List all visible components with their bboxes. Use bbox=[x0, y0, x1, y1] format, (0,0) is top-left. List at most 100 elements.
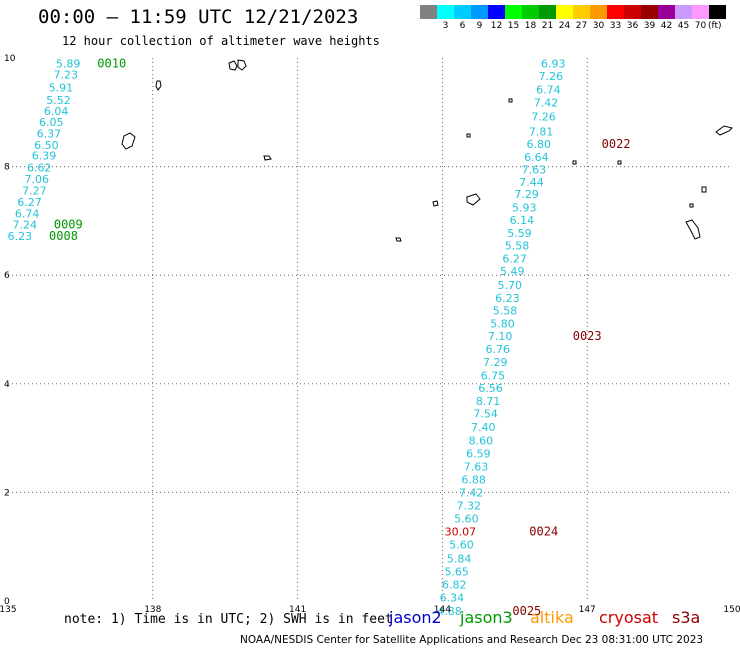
color-scale-swatch bbox=[641, 5, 658, 19]
lon-tick-label: 135 bbox=[0, 605, 17, 615]
island-outline bbox=[395, 237, 402, 242]
pass-time-label: 0010 bbox=[97, 56, 126, 70]
island-outline bbox=[508, 98, 513, 103]
color-scale-label: 70 bbox=[694, 21, 707, 31]
swh-value: 5.91 bbox=[49, 81, 74, 94]
swh-value: 6.39 bbox=[32, 150, 57, 163]
swh-value: 5.58 bbox=[493, 304, 518, 317]
color-scale-swatch bbox=[420, 5, 437, 19]
color-scale-label: 24 bbox=[558, 21, 571, 31]
color-scale-swatch bbox=[709, 5, 726, 19]
swh-value: 7.44 bbox=[519, 176, 544, 189]
island-outline bbox=[237, 59, 247, 71]
swh-value: 7.81 bbox=[529, 125, 554, 138]
island-outline bbox=[121, 132, 136, 150]
swh-value: 6.82 bbox=[442, 579, 467, 592]
satellite-legend-jason2: jason2 bbox=[389, 608, 442, 627]
swh-value: 6.23 bbox=[8, 230, 33, 243]
satellite-legend-s3a: s3a bbox=[672, 608, 701, 627]
color-scale-label: 42 bbox=[660, 21, 673, 31]
swh-value: 7.10 bbox=[488, 330, 513, 343]
swh-value: 5.89 bbox=[56, 57, 81, 70]
island-outline bbox=[701, 186, 707, 193]
swh-value: 7.40 bbox=[471, 421, 496, 434]
color-scale-swatch bbox=[692, 5, 709, 19]
lon-tick-label: 144 bbox=[434, 605, 451, 615]
swh-value: 5.52 bbox=[46, 94, 71, 107]
pass-time-label: 0023 bbox=[573, 329, 602, 343]
color-scale-swatch bbox=[573, 5, 590, 19]
lat-tick-label: 4 bbox=[4, 380, 10, 390]
swh-value: 7.42 bbox=[459, 486, 484, 499]
altimeter-tracks: 5.897.235.915.526.046.056.376.506.396.62… bbox=[8, 57, 566, 617]
color-scale-swatch bbox=[607, 5, 624, 19]
page-title: 00:00 – 11:59 UTC 12/21/2023 bbox=[38, 6, 359, 28]
pass-time-label: 0024 bbox=[529, 524, 558, 538]
color-scale-label: 9 bbox=[476, 21, 483, 31]
swh-value: 6.74 bbox=[15, 207, 40, 220]
pass-time-label: 0025 bbox=[512, 604, 541, 618]
swh-value: 6.37 bbox=[37, 127, 62, 140]
swh-value: 6.04 bbox=[44, 105, 69, 118]
swh-value: 7.06 bbox=[25, 173, 50, 186]
lat-tick-label: 8 bbox=[4, 163, 10, 173]
island-outline bbox=[715, 125, 733, 136]
lon-tick-label: 141 bbox=[289, 605, 306, 615]
color-scale-swatch bbox=[539, 5, 556, 19]
color-scale-swatch bbox=[488, 5, 505, 19]
swh-value: 5.93 bbox=[512, 201, 537, 214]
color-scale-label: 15 bbox=[507, 21, 520, 31]
swh-value: 7.63 bbox=[464, 460, 489, 473]
swh-value: 7.26 bbox=[531, 111, 556, 124]
swh-value: 7.29 bbox=[514, 188, 539, 201]
color-scale-label: 30 bbox=[592, 21, 605, 31]
color-scale-swatch bbox=[590, 5, 607, 19]
swh-value: 6.93 bbox=[541, 57, 566, 70]
lon-tick-label: 147 bbox=[579, 605, 596, 615]
lat-tick-label: 10 bbox=[4, 54, 16, 64]
color-scale-label: 27 bbox=[575, 21, 588, 31]
swh-value: 6.05 bbox=[39, 116, 64, 129]
color-scale-swatch bbox=[624, 5, 641, 19]
island-outline bbox=[466, 193, 481, 206]
color-scale-label: 3 bbox=[442, 21, 449, 31]
island-outline bbox=[617, 160, 622, 165]
satellite-legend-cryosat: cryosat bbox=[599, 608, 659, 627]
color-scale-swatch bbox=[454, 5, 471, 19]
swh-value: 6.34 bbox=[440, 592, 465, 605]
swh-value: 7.63 bbox=[522, 163, 547, 176]
color-scale-swatch bbox=[658, 5, 675, 19]
color-scale-label: 45 bbox=[677, 21, 690, 31]
swh-value: 6.23 bbox=[495, 292, 520, 305]
swh-value: 6.14 bbox=[510, 214, 535, 227]
swh-value: 6.27 bbox=[502, 252, 527, 265]
swh-value: 6.80 bbox=[527, 138, 552, 151]
swh-value: 5.59 bbox=[507, 227, 532, 240]
swh-value: 6.76 bbox=[485, 343, 510, 356]
footer-credit: NOAA/NESDIS Center for Satellite Applica… bbox=[240, 634, 704, 646]
swh-value: 6.59 bbox=[466, 447, 491, 460]
color-scale-swatch bbox=[675, 5, 692, 19]
lon-tick-label: 138 bbox=[144, 605, 161, 615]
swh-value: 5.58 bbox=[505, 239, 530, 252]
color-scale-label: 36 bbox=[626, 21, 639, 31]
color-scale-label: 12 bbox=[490, 21, 503, 31]
axis-tick-labels: 135 138 141 144 147 150 0 2 4 6 8 10 bbox=[0, 54, 740, 615]
swh-value: 6.62 bbox=[27, 162, 52, 175]
island-outlines bbox=[121, 59, 733, 242]
swh-value: 5.65 bbox=[444, 566, 469, 579]
swh-value: 5.80 bbox=[490, 318, 515, 331]
island-outline bbox=[155, 80, 162, 91]
swh-value: 5.60 bbox=[449, 539, 474, 552]
island-outline bbox=[685, 219, 701, 240]
color-scale-label: 21 bbox=[541, 21, 554, 31]
color-scale-swatch bbox=[556, 5, 573, 19]
swh-value: 7.26 bbox=[539, 70, 564, 83]
lat-tick-label: 6 bbox=[4, 271, 10, 281]
island-outline bbox=[572, 160, 577, 165]
island-outline bbox=[432, 200, 439, 207]
color-scale-unit: (ft) bbox=[708, 21, 722, 31]
footer-note: note: 1) Time is in UTC; 2) SWH is in fe… bbox=[64, 612, 393, 627]
